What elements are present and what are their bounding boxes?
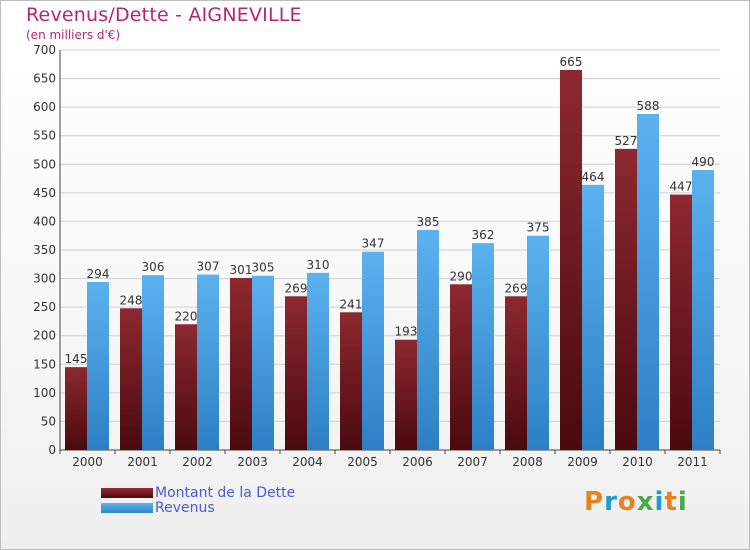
legend-item-dette: Montant de la Dette [101, 485, 295, 501]
y-tick-label: 500 [33, 157, 56, 171]
logo-letter: o [617, 487, 637, 517]
data-label: 248 [120, 293, 143, 307]
data-label: 347 [362, 237, 385, 251]
bar-revenus [362, 251, 384, 450]
y-tick-label: 650 [33, 72, 56, 86]
x-tick-label: 2000 [72, 455, 103, 469]
legend-item-revenus: Revenus [101, 500, 215, 516]
x-tick-label: 2009 [567, 455, 598, 469]
y-tick-label: 400 [33, 214, 56, 228]
data-label: 447 [670, 180, 693, 194]
data-label: 306 [142, 260, 165, 274]
logo-letter: P [584, 487, 605, 517]
data-label: 301 [230, 263, 253, 277]
data-label: 307 [197, 260, 220, 274]
logo-letter: i [654, 487, 665, 517]
bar-dette [120, 308, 142, 450]
data-label: 665 [560, 55, 583, 69]
logo-letter: r [604, 487, 618, 517]
y-tick-label: 300 [33, 272, 56, 286]
bar-dette [505, 296, 527, 450]
y-tick-label: 450 [33, 186, 56, 200]
data-label: 193 [395, 325, 418, 339]
bar-dette [395, 339, 417, 450]
data-label: 527 [615, 134, 638, 148]
bar-revenus [637, 114, 659, 450]
y-tick-label: 200 [33, 329, 56, 343]
x-tick-label: 2008 [512, 455, 543, 469]
legend-label-revenus: Revenus [155, 500, 215, 516]
x-tick-label: 2010 [622, 455, 653, 469]
data-label: 269 [285, 281, 308, 295]
bar-revenus [527, 235, 549, 450]
y-tick-label: 600 [33, 100, 56, 114]
bar-revenus [307, 272, 329, 450]
bar-dette [450, 284, 472, 450]
legend-swatch-revenus [101, 503, 153, 513]
bar-dette [65, 367, 87, 450]
y-tick-label: 350 [33, 243, 56, 257]
data-label: 362 [472, 228, 495, 242]
y-tick-label: 0 [48, 443, 56, 457]
y-tick-label: 700 [33, 43, 56, 57]
x-tick-label: 2002 [182, 455, 213, 469]
bar-revenus [142, 275, 164, 450]
bar-revenus [252, 275, 274, 450]
bar-dette [340, 312, 362, 450]
x-tick-label: 2011 [677, 455, 708, 469]
bar-revenus [582, 184, 604, 450]
logo-letter: x [636, 487, 655, 517]
x-tick-label: 2003 [237, 455, 268, 469]
data-label: 220 [175, 309, 198, 323]
data-label: 588 [637, 99, 660, 113]
data-label: 145 [65, 352, 88, 366]
bar-dette [230, 278, 252, 450]
x-tick-label: 2006 [402, 455, 433, 469]
x-tick-label: 2007 [457, 455, 488, 469]
bar-revenus [87, 282, 109, 450]
bar-revenus [472, 243, 494, 450]
bar-revenus [692, 170, 714, 450]
data-label: 385 [417, 215, 440, 229]
legend-swatch-dette [101, 488, 153, 498]
bar-dette [285, 296, 307, 450]
data-label: 269 [505, 281, 528, 295]
logo-letter: i [677, 487, 688, 517]
bar-revenus [197, 274, 219, 450]
bar-dette [670, 194, 692, 450]
data-label: 310 [307, 258, 330, 272]
x-tick-label: 2004 [292, 455, 323, 469]
legend-label-dette: Montant de la Dette [155, 485, 296, 501]
x-tick-label: 2005 [347, 455, 378, 469]
data-label: 464 [582, 170, 605, 184]
data-label: 294 [87, 267, 110, 281]
proxiti-logo: Proxiti [584, 487, 688, 517]
data-label: 241 [340, 297, 363, 311]
chart-subtitle: (en milliers d'€) [26, 28, 121, 42]
y-tick-label: 250 [33, 300, 56, 314]
bar-dette [560, 70, 582, 450]
bar-dette [175, 324, 197, 450]
y-tick-label: 50 [41, 414, 56, 428]
chart-title: Revenus/Dette - AIGNEVILLE [26, 4, 302, 26]
y-tick-label: 550 [33, 129, 56, 143]
logo-letter: t [664, 487, 678, 517]
bar-revenus [417, 230, 439, 450]
data-label: 490 [692, 155, 715, 169]
x-tick-label: 2001 [127, 455, 158, 469]
data-label: 375 [527, 221, 550, 235]
bar-dette [615, 148, 637, 450]
data-label: 305 [252, 261, 275, 275]
y-tick-label: 100 [33, 386, 56, 400]
data-label: 290 [450, 269, 473, 283]
y-tick-label: 150 [33, 357, 56, 371]
